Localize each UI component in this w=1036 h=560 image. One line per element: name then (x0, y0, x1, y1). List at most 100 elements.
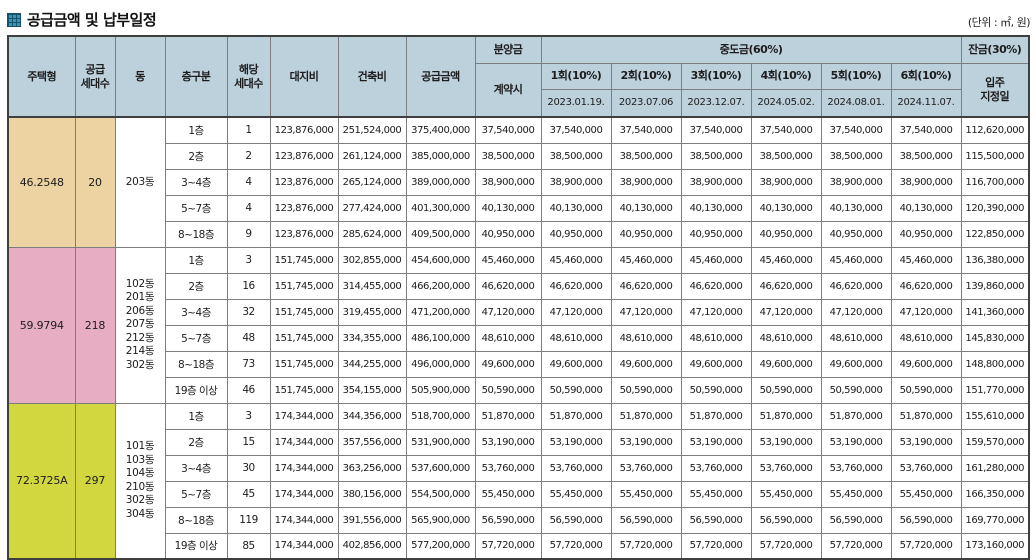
cell-supply-amount: 577,200,000 (405, 532, 476, 560)
cell-installment-1: 53,760,000 (540, 454, 612, 482)
cell-installment-4: 55,450,000 (750, 480, 822, 508)
cell-land-cost: 123,876,000 (269, 220, 339, 248)
cell-unit-count: 2 (226, 142, 271, 170)
header-installment-6: 6회(10%) (890, 62, 962, 90)
cell-land-cost: 151,745,000 (269, 246, 339, 274)
cell-installment-1: 45,460,000 (540, 246, 612, 274)
cell-installment-4: 53,760,000 (750, 454, 822, 482)
cell-contract-payment: 37,540,000 (474, 116, 542, 144)
cell-supply-amount: 505,900,000 (405, 376, 476, 404)
cell-installment-3: 55,450,000 (680, 480, 752, 508)
cell-supply-amount: 518,700,000 (405, 402, 476, 430)
table-row: 8~18층 73 151,745,000 344,255,000 496,000,000… (8, 350, 1030, 378)
cell-supply-units: 20 (74, 116, 116, 248)
cell-unit-count: 45 (226, 480, 271, 508)
cell-installment-1: 51,870,000 (540, 402, 612, 430)
header-floor-group: 층구분 (164, 35, 228, 118)
cell-installment-2: 37,540,000 (610, 116, 682, 144)
cell-installment-2: 40,130,000 (610, 194, 682, 222)
cell-installment-4: 47,120,000 (750, 298, 822, 326)
cell-land-cost: 174,344,000 (269, 480, 339, 508)
cell-land-cost: 123,876,000 (269, 168, 339, 196)
header-installment-6-date: 2024.11.07. (890, 88, 962, 118)
cell-contract-payment: 40,130,000 (474, 194, 542, 222)
cell-installment-5: 53,760,000 (820, 454, 892, 482)
cell-installment-6: 45,460,000 (890, 246, 962, 274)
cell-supply-amount: 466,200,000 (405, 272, 476, 300)
cell-contract-payment: 45,460,000 (474, 246, 542, 274)
cell-installment-6: 53,760,000 (890, 454, 962, 482)
cell-balance: 122,850,000 (960, 220, 1030, 248)
table-row: 19층 이상 46 151,745,000 354,155,000 505,900,00… (8, 376, 1030, 404)
cell-installment-5: 49,600,000 (820, 350, 892, 378)
cell-installment-1: 55,450,000 (540, 480, 612, 508)
cell-installment-3: 57,720,000 (680, 532, 752, 560)
cell-land-cost: 174,344,000 (269, 428, 339, 456)
cell-contract-payment: 38,500,000 (474, 142, 542, 170)
cell-installment-6: 37,540,000 (890, 116, 962, 144)
cell-installment-6: 47,120,000 (890, 298, 962, 326)
cell-supply-amount: 401,300,000 (405, 194, 476, 222)
cell-contract-payment: 53,190,000 (474, 428, 542, 456)
cell-unit-count: 16 (226, 272, 271, 300)
cell-installment-1: 50,590,000 (540, 376, 612, 404)
header-installment-5-date: 2024.08.01. (820, 88, 892, 118)
cell-balance: 161,280,000 (960, 454, 1030, 482)
cell-land-cost: 151,745,000 (269, 350, 339, 378)
cell-contract-payment: 56,590,000 (474, 506, 542, 534)
table-row: 3~4층 32 151,745,000 319,455,000 471,200,000 4… (8, 298, 1030, 326)
cell-floor-group: 5~7층 (164, 194, 228, 222)
table-row: 3~4층 4 123,876,000 265,124,000 389,000,000 38… (8, 168, 1030, 196)
cell-unit-count: 9 (226, 220, 271, 248)
cell-installment-4: 40,950,000 (750, 220, 822, 248)
cell-supply-amount: 537,600,000 (405, 454, 476, 482)
cell-installment-4: 50,590,000 (750, 376, 822, 404)
cell-unit-count: 1 (226, 116, 271, 144)
cell-installment-5: 45,460,000 (820, 246, 892, 274)
cell-balance: 120,390,000 (960, 194, 1030, 222)
cell-construction-cost: 363,256,000 (337, 454, 407, 482)
cell-installment-6: 49,600,000 (890, 350, 962, 378)
cell-contract-payment: 47,120,000 (474, 298, 542, 326)
table-row: 3~4층 30 174,344,000 363,256,000 537,600,000 5… (8, 454, 1030, 482)
cell-installment-6: 51,870,000 (890, 402, 962, 430)
header-installment-5: 5회(10%) (820, 62, 892, 90)
cell-balance: 136,380,000 (960, 246, 1030, 274)
cell-installment-6: 57,720,000 (890, 532, 962, 560)
cell-land-cost: 123,876,000 (269, 116, 339, 144)
cell-balance: 155,610,000 (960, 402, 1030, 430)
cell-construction-cost: 344,255,000 (337, 350, 407, 378)
table-row: 59.9794 218 102동 201동 206동 207동 212동 214동 … (7, 246, 1030, 404)
cell-supply-amount: 471,200,000 (405, 298, 476, 326)
cell-construction-cost: 380,156,000 (337, 480, 407, 508)
header-installment-1: 1회(10%) (540, 62, 612, 90)
cell-installment-5: 38,900,000 (820, 168, 892, 196)
cell-installment-2: 53,760,000 (610, 454, 682, 482)
cell-construction-cost: 261,124,000 (337, 142, 407, 170)
cell-installment-5: 40,130,000 (820, 194, 892, 222)
cell-balance: 159,570,000 (960, 428, 1030, 456)
cell-installment-1: 49,600,000 (540, 350, 612, 378)
cell-installment-6: 53,190,000 (890, 428, 962, 456)
cell-installment-4: 38,900,000 (750, 168, 822, 196)
cell-construction-cost: 251,524,000 (337, 116, 407, 144)
cell-floor-group: 3~4층 (164, 298, 228, 326)
cell-installment-1: 57,720,000 (540, 532, 612, 560)
cell-contract-payment: 48,610,000 (474, 324, 542, 352)
cell-balance: 115,500,000 (960, 142, 1030, 170)
cell-land-cost: 174,344,000 (269, 506, 339, 534)
table-header: 주택형 공급 세대수 동 층구분 해당 세대수 대지비 건축비 공급금액 분양금… (7, 35, 1030, 118)
cell-installment-4: 38,500,000 (750, 142, 822, 170)
cell-installment-4: 56,590,000 (750, 506, 822, 534)
unit-note: (단위 : ㎡, 원) (967, 16, 1031, 29)
page-title-text: 공급금액 및 납부일정 (27, 11, 157, 29)
cell-contract-payment: 51,870,000 (474, 402, 542, 430)
header-at-contract: 계약시 (474, 62, 542, 118)
cell-construction-cost: 334,355,000 (337, 324, 407, 352)
cell-installment-3: 51,870,000 (680, 402, 752, 430)
cell-installment-4: 45,460,000 (750, 246, 822, 274)
table-row: 8~18층 9 123,876,000 285,624,000 409,500,000 4… (8, 220, 1030, 248)
cell-installment-5: 46,620,000 (820, 272, 892, 300)
cell-installment-2: 40,950,000 (610, 220, 682, 248)
cell-floor-group: 8~18층 (164, 350, 228, 378)
